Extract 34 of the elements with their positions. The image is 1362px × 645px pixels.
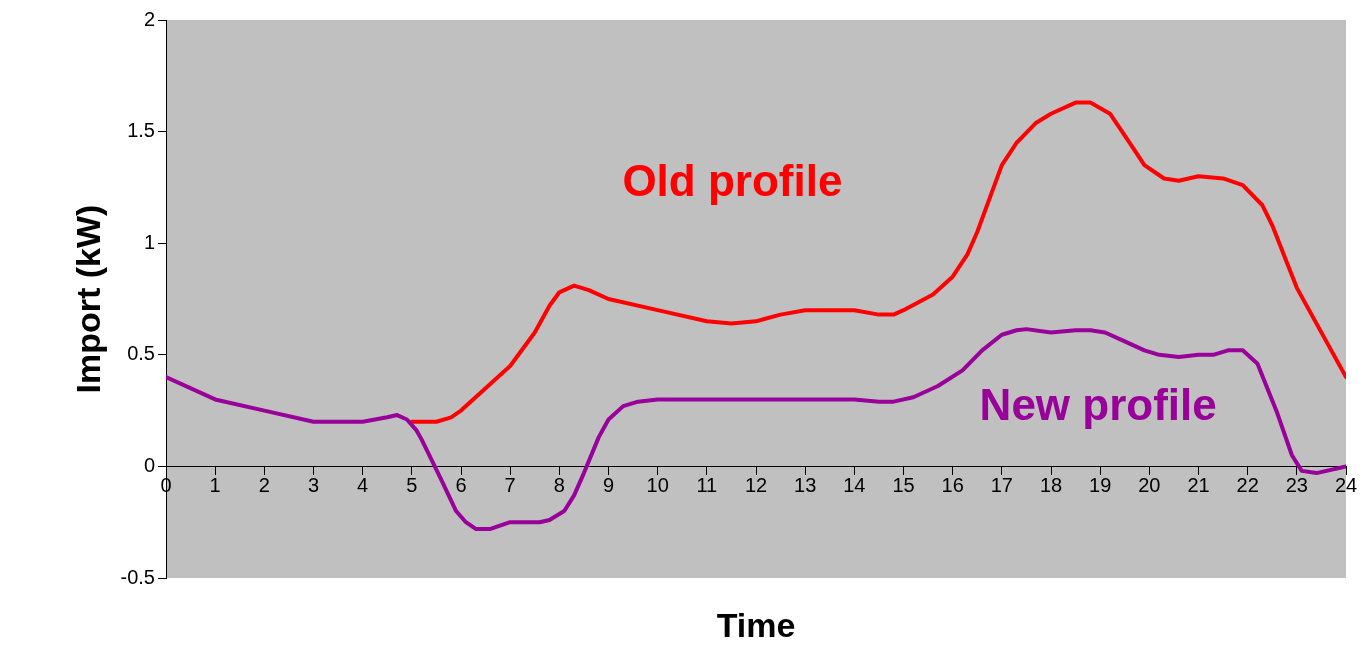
x-tick-label: 16 xyxy=(941,473,964,496)
y-tick-label: 0 xyxy=(143,453,155,476)
series-label: New profile xyxy=(979,379,1217,429)
x-tick-label: 18 xyxy=(1039,473,1063,496)
x-tick-label: 6 xyxy=(455,473,467,496)
y-tick-label: -0.5 xyxy=(120,565,155,588)
x-tick-label: 12 xyxy=(744,473,768,496)
x-axis-title: Time xyxy=(716,606,796,645)
x-tick-label: 19 xyxy=(1089,473,1112,496)
text: Old profile xyxy=(622,155,843,205)
y-tick-label: 0.5 xyxy=(127,342,155,365)
x-tick-label: 3 xyxy=(307,473,320,496)
x-tick-label: 24 xyxy=(1334,473,1358,496)
x-tick-label: 20 xyxy=(1138,473,1161,496)
x-tick-label: 15 xyxy=(892,473,915,496)
x-tick-label: 13 xyxy=(794,473,817,496)
x-tick-label: 5 xyxy=(406,473,418,496)
y-tick-label: 2 xyxy=(143,7,155,30)
x-tick-label: 1 xyxy=(209,473,221,496)
x-tick-label: 8 xyxy=(553,473,565,496)
x-tick-label: 4 xyxy=(357,473,369,496)
x-tick-label: 10 xyxy=(646,473,669,496)
x-tick-label: 14 xyxy=(843,473,866,496)
x-tick-label: 2 xyxy=(258,473,270,496)
x-tick-label: 9 xyxy=(602,473,615,496)
x-tick-label: 23 xyxy=(1285,473,1308,496)
y-axis-title: Import (kW) xyxy=(68,204,107,394)
y-tick-label: 1.5 xyxy=(127,119,155,142)
x-tick-label: 7 xyxy=(504,473,516,496)
x-tick-label: 17 xyxy=(990,473,1013,496)
y-tick-label: 1 xyxy=(143,230,155,253)
x-tick-label: 11 xyxy=(696,473,718,496)
x-tick-label: 21 xyxy=(1187,473,1210,496)
x-tick-label: 22 xyxy=(1236,473,1259,496)
